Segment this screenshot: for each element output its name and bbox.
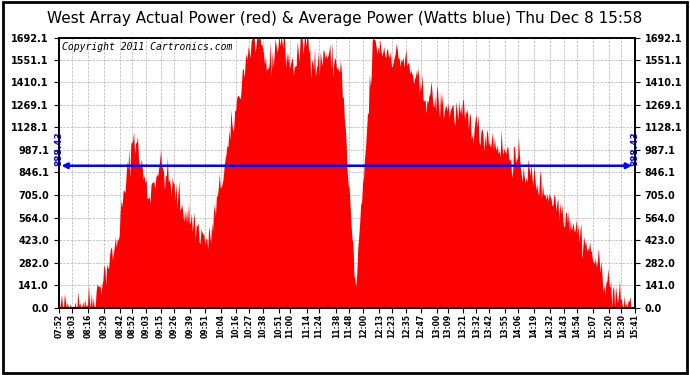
Text: Copyright 2011 Cartronics.com: Copyright 2011 Cartronics.com	[61, 42, 232, 51]
Text: 888.43: 888.43	[54, 131, 63, 166]
Text: West Array Actual Power (red) & Average Power (Watts blue) Thu Dec 8 15:58: West Array Actual Power (red) & Average …	[48, 11, 642, 26]
Text: 888.43: 888.43	[630, 131, 640, 166]
